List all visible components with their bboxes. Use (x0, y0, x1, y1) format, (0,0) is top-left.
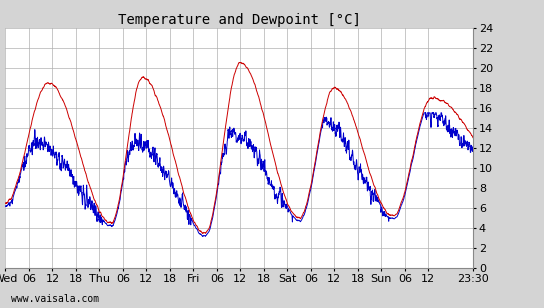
Text: www.vaisala.com: www.vaisala.com (11, 294, 99, 304)
Title: Temperature and Dewpoint [°C]: Temperature and Dewpoint [°C] (118, 13, 361, 26)
